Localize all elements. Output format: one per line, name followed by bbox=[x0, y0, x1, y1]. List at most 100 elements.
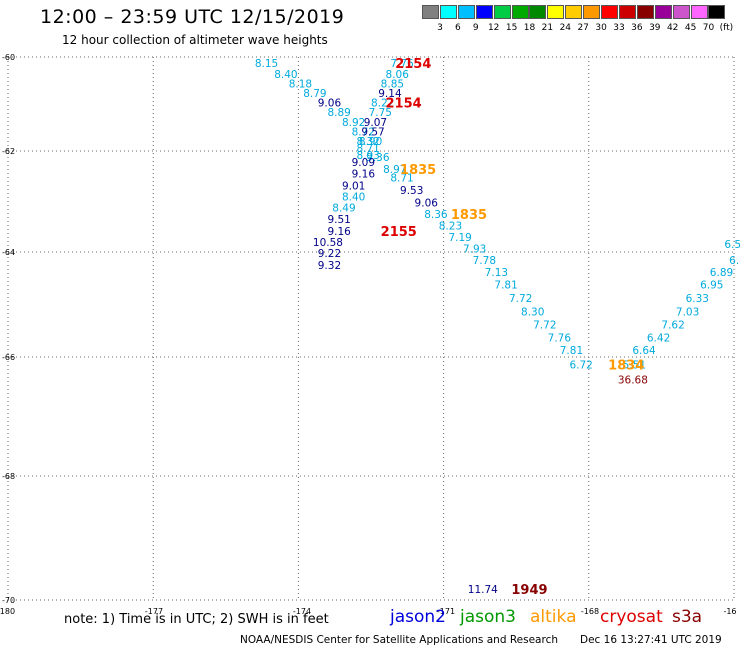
wave-height-value: 8.97 bbox=[383, 164, 406, 176]
wave-height-value: 9.06 bbox=[318, 98, 342, 110]
color-scale-swatch bbox=[457, 5, 475, 19]
satellite-label-altika: altika bbox=[530, 607, 577, 627]
wave-height-value: 7.81 bbox=[560, 345, 583, 357]
wave-height-value: 8.71 bbox=[390, 172, 413, 184]
wave-height-value: 9.22 bbox=[318, 248, 341, 260]
wave-height-value: 8.72 bbox=[352, 126, 375, 138]
color-scale-swatch bbox=[565, 5, 583, 19]
satellite-label-s3a: s3a bbox=[672, 607, 703, 627]
color-scale-label: 15 bbox=[505, 23, 518, 33]
color-scale-swatch bbox=[422, 5, 439, 19]
wave-height-value: 8.92 bbox=[342, 117, 365, 129]
map-title: 12:00 – 23:59 UTC 12/15/2019 bbox=[40, 6, 345, 28]
wave-height-value: 9.01 bbox=[342, 180, 365, 192]
generated-timestamp: Dec 16 13:27:41 UTC 2019 bbox=[580, 634, 722, 646]
wave-height-value: 9.07 bbox=[364, 117, 387, 129]
wave-height-value: 7.62 bbox=[661, 319, 684, 331]
wave-height-value: 6.42 bbox=[647, 333, 670, 345]
color-scale-label: 39 bbox=[649, 23, 661, 33]
pass-time-label: 2155 bbox=[381, 225, 417, 240]
wave-height-value: 9.09 bbox=[352, 157, 375, 169]
satellite-label-cryosat: cryosat bbox=[600, 607, 663, 627]
satellite-label-jason2: jason2 bbox=[390, 607, 446, 627]
wave-height-value: 8.06 bbox=[386, 69, 410, 81]
wave-height-value: 8.93 bbox=[356, 150, 379, 162]
map-frame bbox=[7, 56, 735, 601]
wave-height-value: 6.33 bbox=[686, 293, 709, 305]
wave-height-value: 8.89 bbox=[327, 107, 350, 119]
wave-height-value: 8.23 bbox=[439, 221, 462, 233]
wave-height-value: 7.93 bbox=[463, 243, 486, 255]
latitude-tick-label: -64 bbox=[2, 248, 15, 257]
color-scale-swatch bbox=[690, 5, 708, 19]
color-scale-swatch bbox=[493, 5, 511, 19]
wave-height-value: 8.49 bbox=[332, 203, 355, 215]
wave-height-value: 11.74 bbox=[468, 584, 498, 596]
wave-height-value: 8.36 bbox=[424, 209, 448, 221]
longitude-tick-label: -180 bbox=[0, 607, 15, 616]
color-scale-swatch bbox=[583, 5, 601, 19]
color-scale-label: (ft) bbox=[719, 23, 734, 33]
color-scale-swatch bbox=[672, 5, 690, 19]
wave-height-value: 8.79 bbox=[303, 88, 326, 100]
pass-time-label: 1835 bbox=[400, 163, 436, 178]
wave-height-value: 9.36 bbox=[366, 152, 390, 164]
color-scale-swatch bbox=[636, 5, 654, 19]
wave-height-value: 8.18 bbox=[289, 78, 312, 90]
wave-height-value: 8.30 bbox=[521, 306, 544, 318]
latitude-tick-label: -62 bbox=[2, 147, 15, 156]
wave-height-value: 7.13 bbox=[485, 267, 508, 279]
wave-height-value: 9.16 bbox=[327, 226, 351, 238]
footer-note: note: 1) Time is in UTC; 2) SWH is in fe… bbox=[64, 612, 329, 627]
color-scale-swatch bbox=[529, 5, 547, 19]
color-scale-label: 70 bbox=[702, 23, 715, 33]
color-scale-label: 24 bbox=[559, 23, 572, 33]
longitude-tick-label: -177 bbox=[145, 607, 163, 616]
pass-time-labels: 2154 2154 1835 1835 2155 1834 1949 bbox=[381, 57, 645, 598]
wave-height-value: 7.72 bbox=[533, 319, 556, 331]
color-scale-label: 36 bbox=[631, 23, 643, 33]
color-scale-label: 45 bbox=[684, 23, 697, 33]
wave-height-value: 9.57 bbox=[361, 126, 384, 138]
pass-time-label: 1949 bbox=[511, 583, 547, 598]
wave-height-value: 7.76 bbox=[548, 333, 572, 345]
map-tick-labels: -60 -62 -64 -66 -68 -70 -180 -177 -174 -171 -168 -1… bbox=[0, 53, 737, 616]
wave-height-value: 8.71 bbox=[356, 143, 379, 155]
wave-height-value: 8.32 bbox=[356, 136, 379, 148]
longitude-tick-label: -174 bbox=[293, 607, 311, 616]
color-scale-swatch bbox=[475, 5, 493, 19]
wave-height-value: 6.72 bbox=[569, 360, 592, 372]
color-scale-label: 21 bbox=[541, 23, 554, 33]
wave-height-value: 8.40 bbox=[342, 191, 365, 203]
wave-height-value: 7.81 bbox=[494, 280, 517, 292]
latitude-tick-label: -70 bbox=[2, 596, 15, 605]
map-subtitle: 12 hour collection of altimeter wave hei… bbox=[62, 33, 328, 47]
wave-height-value: 6.5 bbox=[724, 239, 740, 251]
latitude-tick-label: -60 bbox=[2, 53, 15, 62]
wave-height-value: 9.32 bbox=[318, 260, 341, 272]
satellite-label-jason3: jason3 bbox=[460, 607, 516, 627]
wave-height-value: 7.76 bbox=[390, 58, 414, 70]
wave-height-value: 36.68 bbox=[618, 375, 648, 387]
wave-height-value: 7.03 bbox=[676, 306, 699, 318]
wave-height-value: 7.75 bbox=[369, 107, 392, 119]
wave-height-value: 9.06 bbox=[415, 198, 439, 210]
color-scale-swatch bbox=[511, 5, 529, 19]
wave-height-value: 7.78 bbox=[473, 255, 496, 267]
wave-height-value: 9.53 bbox=[400, 185, 423, 197]
color-scale-label: 9 bbox=[472, 23, 479, 33]
color-scale-swatch bbox=[654, 5, 672, 19]
wave-height-value: 5.51 bbox=[623, 360, 646, 372]
wave-height-value: 7.72 bbox=[509, 293, 532, 305]
wave-height-value: 7.19 bbox=[448, 232, 471, 244]
longitude-tick-label: -171 bbox=[437, 607, 455, 616]
color-scale-label: 30 bbox=[595, 23, 607, 33]
color-scale-label: 27 bbox=[577, 23, 589, 33]
longitude-tick-label: -168 bbox=[581, 607, 599, 616]
wave-height-value: 6.95 bbox=[700, 280, 723, 292]
wave-height-value: 9.14 bbox=[378, 88, 402, 100]
color-scale-label: 18 bbox=[523, 23, 536, 33]
wave-height-value: 8.15 bbox=[255, 58, 278, 70]
wave-height-value: 9.16 bbox=[352, 169, 376, 181]
